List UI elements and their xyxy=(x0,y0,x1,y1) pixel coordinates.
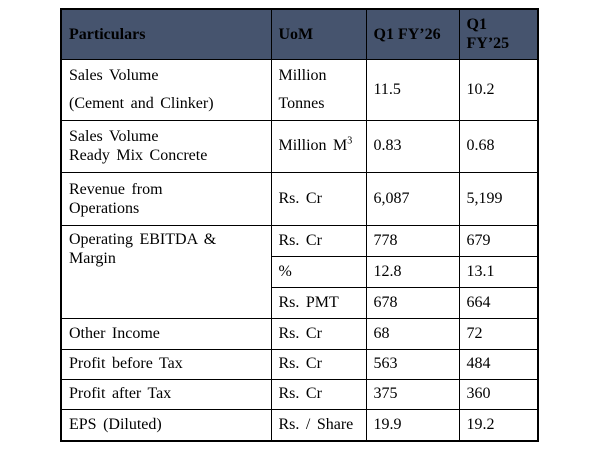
cell-q1-fy25: 10.2 xyxy=(458,58,539,121)
cell-q1-fy26: 678 xyxy=(365,286,460,319)
cell-particulars: Sales Volume (Cement and Clinker) xyxy=(60,58,272,121)
cell-uom: Rs. / Share xyxy=(270,408,367,442)
cell-q1-fy26: 6,087 xyxy=(365,171,460,226)
col-header-uom: UoM xyxy=(270,8,367,60)
cell-q1-fy26: 12.8 xyxy=(365,255,460,288)
cell-q1-fy26: 68 xyxy=(365,317,460,350)
particulars-line: (Cement and Clinker) xyxy=(69,94,214,112)
cell-q1-fy25: 5,199 xyxy=(458,171,539,226)
cell-q1-fy25: 13.1 xyxy=(458,255,539,288)
cell-particulars: Sales Volume Ready Mix Concrete xyxy=(60,119,272,173)
cell-q1-fy26: 375 xyxy=(365,378,460,410)
cell-uom: % xyxy=(270,255,367,288)
cell-particulars: Revenue from Operations xyxy=(60,171,272,226)
table-row-sales-volume-cement: Sales Volume (Cement and Clinker) Millio… xyxy=(60,58,539,121)
uom-line: Tonnes xyxy=(278,94,325,112)
cell-uom: Rs. Cr xyxy=(270,224,367,257)
cell-q1-fy25: 484 xyxy=(458,348,539,380)
cell-q1-fy25: 0.68 xyxy=(458,119,539,173)
financial-results-table: Particulars UoM Q1 FY’26 Q1 FY’25 Sales … xyxy=(60,8,539,442)
cell-uom: Rs. Cr xyxy=(270,348,367,380)
particulars-line: Margin xyxy=(69,249,116,267)
col-header-particulars: Particulars xyxy=(60,8,272,60)
particulars-line: Sales Volume xyxy=(69,128,159,145)
cell-q1-fy25: 72 xyxy=(458,317,539,350)
cell-particulars: Profit after Tax xyxy=(60,378,272,410)
uom-line: Million xyxy=(278,66,327,84)
cell-uom: Million Tonnes xyxy=(270,58,367,121)
table-row-other-income: Other Income Rs. Cr 68 72 xyxy=(60,317,539,350)
cell-q1-fy25: 360 xyxy=(458,378,539,410)
col-header-q1-fy26: Q1 FY’26 xyxy=(365,8,460,60)
cell-q1-fy26: 11.5 xyxy=(365,58,460,121)
cell-particulars: Profit before Tax xyxy=(60,348,272,380)
table-header-row: Particulars UoM Q1 FY’26 Q1 FY’25 xyxy=(60,8,539,60)
cell-particulars: EPS (Diluted) xyxy=(60,408,272,442)
cell-q1-fy25: 19.2 xyxy=(458,408,539,442)
table-row-ebitda-margin-pct: % 12.8 13.1 xyxy=(61,255,539,288)
table-row-sales-volume-rmc: Sales Volume Ready Mix Concrete Million … xyxy=(60,119,539,173)
cell-particulars: Operating EBITDA & Margin xyxy=(60,224,272,319)
table-row-eps: EPS (Diluted) Rs. / Share 19.9 19.2 xyxy=(60,408,539,442)
table-row-revenue: Revenue from Operations Rs. Cr 6,087 5,1… xyxy=(60,171,539,226)
cell-q1-fy26: 19.9 xyxy=(365,408,460,442)
cell-uom: Million M3 xyxy=(270,119,367,173)
cell-q1-fy26: 563 xyxy=(365,348,460,380)
table-row-profit-after-tax: Profit after Tax Rs. Cr 375 360 xyxy=(60,378,539,410)
cell-uom: Rs. Cr xyxy=(270,317,367,350)
cell-uom: Rs. PMT xyxy=(270,286,367,319)
cell-particulars: Other Income xyxy=(60,317,272,350)
particulars-line: Revenue from xyxy=(69,180,163,198)
table-row-ebitda: Operating EBITDA & Margin Rs. Cr 778 679 xyxy=(60,224,539,319)
uom-text: Million M xyxy=(278,137,348,154)
cell-uom: Rs. Cr xyxy=(270,378,367,410)
particulars-line: Ready Mix Concrete xyxy=(69,147,208,164)
cell-uom: Rs. Cr xyxy=(270,171,367,226)
cell-q1-fy25: 679 xyxy=(458,224,539,257)
particulars-line: Sales Volume xyxy=(69,66,159,84)
col-header-q1-fy25: Q1 FY’25 xyxy=(458,8,539,60)
particulars-line: Operating EBITDA & xyxy=(69,230,217,248)
particulars-line: Operations xyxy=(69,199,140,217)
uom-superscript: 3 xyxy=(347,135,353,147)
cell-q1-fy25: 664 xyxy=(458,286,539,319)
table-row-ebitda-pmt: Rs. PMT 678 664 xyxy=(61,286,539,319)
table-row-profit-before-tax: Profit before Tax Rs. Cr 563 484 xyxy=(60,348,539,380)
cell-q1-fy26: 778 xyxy=(365,224,460,257)
cell-q1-fy26: 0.83 xyxy=(365,119,460,173)
